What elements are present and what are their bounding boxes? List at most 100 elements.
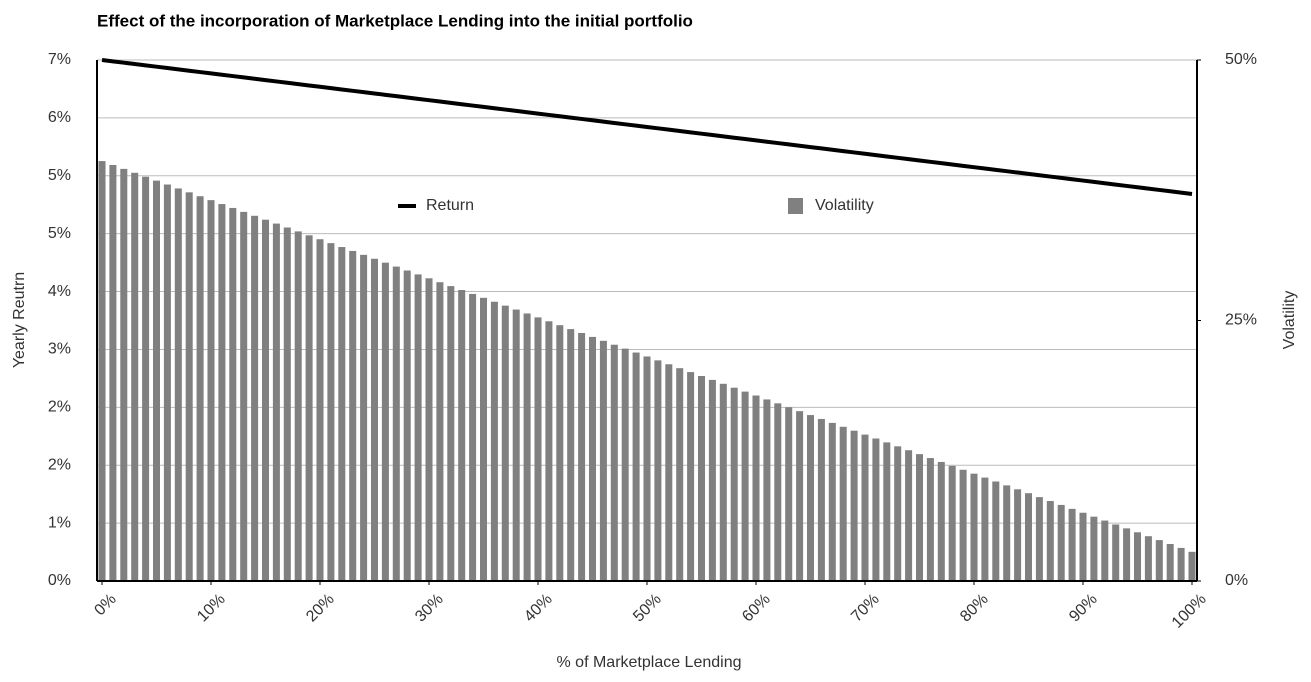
bar [479, 297, 488, 581]
x-tick-label: 90% [1066, 591, 1101, 626]
bar [1188, 551, 1196, 581]
bar [512, 309, 520, 581]
bar [556, 325, 564, 581]
y2-tick-label: 25% [1225, 312, 1257, 329]
y2-tick-label: 50% [1225, 51, 1257, 68]
bar [708, 379, 716, 581]
bar [796, 411, 804, 581]
bar [894, 446, 902, 581]
bar [1014, 489, 1022, 581]
bar [1003, 485, 1011, 581]
bar [850, 430, 858, 581]
bar [588, 336, 597, 581]
bar [447, 286, 455, 581]
y-tick-label: 2% [48, 399, 71, 416]
bar [567, 329, 575, 581]
bar [632, 352, 640, 581]
bar [501, 305, 509, 581]
bar [185, 192, 193, 582]
bar [392, 266, 400, 581]
legend-label: Return [426, 197, 474, 214]
y-tick-label: 5% [48, 225, 71, 242]
bar [272, 223, 280, 581]
x-tick-label: 70% [848, 591, 883, 626]
bar [817, 418, 825, 581]
bar [883, 442, 891, 581]
bar [1090, 516, 1098, 581]
bar [1101, 520, 1109, 581]
y-axis-label: Yearly Reutrn [11, 272, 28, 368]
bar [959, 469, 967, 581]
bar [643, 356, 651, 581]
y-tick-label: 3% [48, 341, 71, 358]
bar [915, 454, 924, 581]
chart-title: Effect of the incorporation of Marketpla… [97, 11, 693, 30]
bar [360, 254, 368, 581]
bar [469, 293, 477, 581]
bar [719, 383, 727, 581]
bar [458, 290, 466, 581]
bar [621, 348, 629, 581]
bar [152, 180, 161, 581]
bar [414, 274, 422, 581]
bar [436, 282, 444, 581]
bar [970, 473, 978, 581]
bar [1079, 512, 1087, 581]
bar [1024, 493, 1033, 581]
bar [261, 219, 270, 581]
bar [1144, 536, 1152, 581]
bar [425, 278, 433, 581]
bar [163, 184, 171, 582]
bar [806, 415, 815, 581]
x-tick-label: 30% [412, 591, 447, 626]
x-tick-label: 60% [739, 591, 774, 626]
bar [926, 458, 934, 581]
bar [98, 161, 106, 581]
bar [937, 461, 945, 581]
bar [545, 321, 553, 581]
bar [316, 239, 324, 581]
bar [403, 270, 411, 581]
bar [948, 465, 956, 581]
x-tick-label: 100% [1169, 591, 1210, 632]
bar [905, 450, 913, 581]
bar [687, 372, 695, 581]
bar [229, 207, 237, 582]
bar [741, 391, 749, 581]
bar [1166, 544, 1174, 581]
bar [599, 340, 607, 581]
y-tick-label: 6% [48, 109, 71, 126]
legend-label: Volatility [815, 197, 874, 214]
y-tick-label: 7% [48, 51, 71, 68]
bar [381, 262, 389, 581]
bar [142, 176, 150, 582]
bar [839, 426, 847, 581]
bar [218, 204, 226, 581]
bar [196, 196, 204, 581]
bar [676, 368, 684, 581]
bar [120, 168, 128, 581]
bar [730, 387, 738, 581]
line [101, 58, 1193, 196]
bar [523, 313, 531, 581]
bar [1133, 532, 1142, 581]
bar [828, 422, 836, 581]
legend-swatch [788, 198, 803, 214]
bar [763, 399, 771, 581]
bar [774, 403, 782, 581]
bar [861, 434, 869, 581]
bar [578, 333, 586, 581]
y-tick-label: 5% [48, 167, 71, 184]
bar [872, 438, 880, 581]
y-tick-label: 2% [48, 456, 71, 473]
bar [981, 477, 989, 581]
y-tick-label: 1% [48, 514, 71, 531]
bar [1035, 497, 1043, 581]
x-tick-label: 0% [91, 591, 119, 619]
bar [240, 211, 248, 581]
y2-axis-label: Volatility [1281, 291, 1298, 350]
bar [174, 188, 182, 581]
bar [131, 172, 139, 581]
bar [752, 395, 760, 581]
